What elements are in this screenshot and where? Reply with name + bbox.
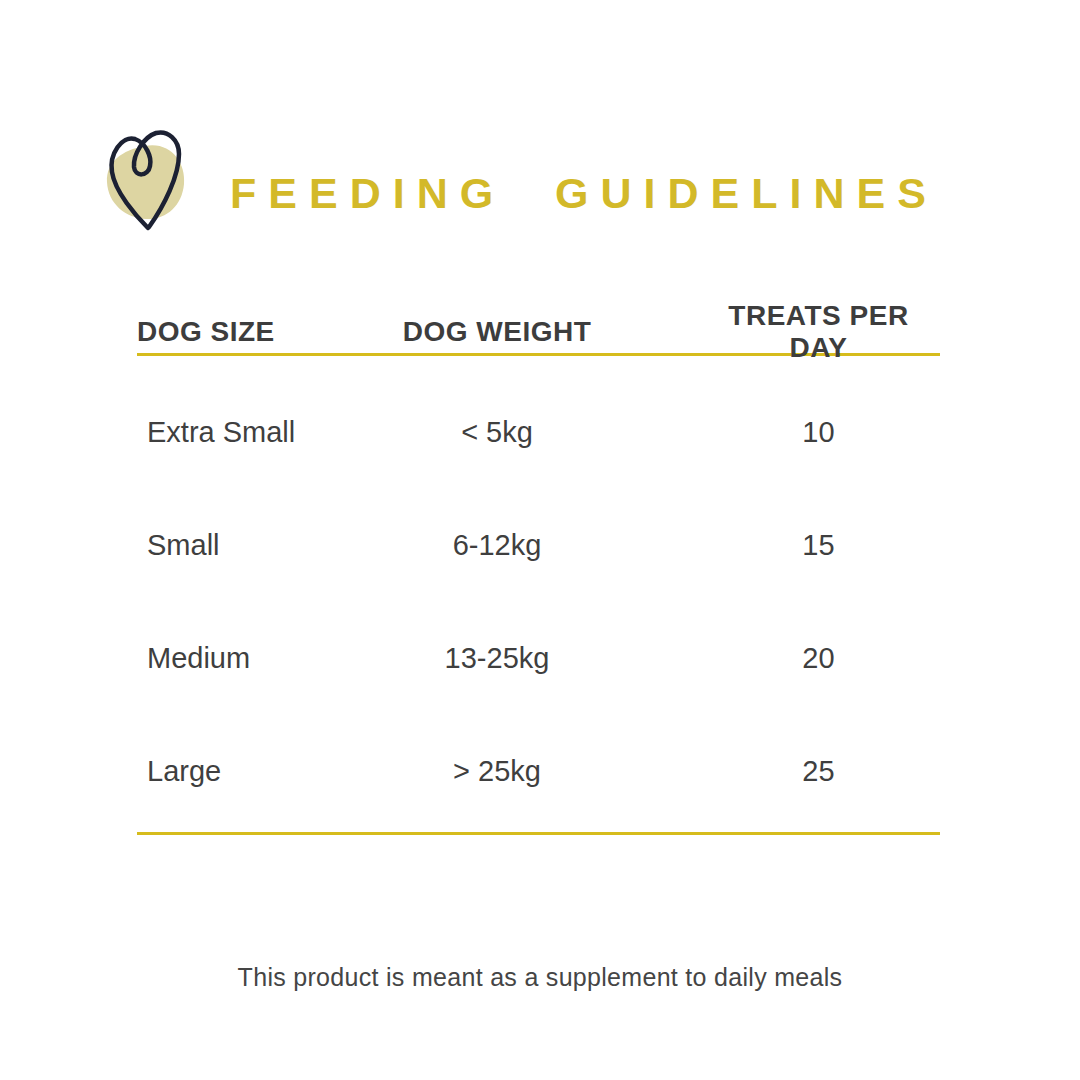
treats-value: 20	[612, 642, 940, 675]
dog-weight-value: 6-12kg	[382, 529, 612, 562]
dog-size-value: Small	[137, 529, 382, 562]
feeding-guidelines-card: FEEDING GUIDELINES DOG SIZE DOG WEIGHT T…	[0, 0, 1080, 1080]
feeding-table: DOG SIZE DOG WEIGHT TREATS PER DAY Extra…	[137, 300, 940, 835]
dog-size-value: Medium	[137, 642, 382, 675]
heart-icon	[98, 124, 214, 240]
header: FEEDING GUIDELINES	[98, 124, 938, 240]
treats-value: 10	[612, 416, 940, 449]
table-row: Extra Small < 5kg 10	[137, 376, 940, 489]
dog-weight-value: > 25kg	[382, 755, 612, 788]
treats-value: 15	[612, 529, 940, 562]
treats-value: 25	[612, 755, 940, 788]
supplement-note: This product is meant as a supplement to…	[0, 963, 1080, 992]
dog-weight-value: < 5kg	[382, 416, 612, 449]
column-header-dog-weight: DOG WEIGHT	[382, 316, 612, 348]
dog-size-value: Large	[137, 755, 382, 788]
page-title: FEEDING GUIDELINES	[230, 172, 938, 215]
table-row: Medium 13-25kg 20	[137, 602, 940, 715]
dog-size-value: Extra Small	[137, 416, 382, 449]
table-body: Extra Small < 5kg 10 Small 6-12kg 15 Med…	[137, 376, 940, 828]
table-header-row: DOG SIZE DOG WEIGHT TREATS PER DAY	[137, 300, 940, 338]
dog-weight-value: 13-25kg	[382, 642, 612, 675]
table-row: Large > 25kg 25	[137, 715, 940, 828]
column-header-treats-per-day: TREATS PER DAY	[612, 300, 940, 364]
table-row: Small 6-12kg 15	[137, 489, 940, 602]
divider-bottom	[137, 832, 940, 835]
column-header-dog-size: DOG SIZE	[137, 316, 382, 348]
